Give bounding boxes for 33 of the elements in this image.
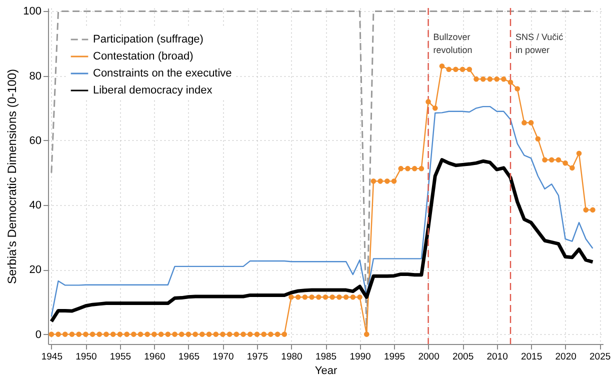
- line-series: [50, 158, 594, 324]
- ref-line-label: Bullzover revolution: [433, 32, 472, 55]
- x-tick-label: 1995: [384, 352, 406, 362]
- legend-label: Contestation (broad): [93, 50, 194, 62]
- x-axis-title: Year: [314, 365, 338, 377]
- legend-label: Participation (suffrage): [93, 34, 204, 46]
- line-series: [50, 106, 594, 318]
- x-tick-label: 2025: [590, 352, 611, 362]
- x-tick-label: 1980: [281, 352, 302, 362]
- y-tick-label: 40: [29, 200, 42, 212]
- x-tick-label: 1965: [178, 352, 200, 362]
- x-tick-label: 1945: [41, 352, 62, 362]
- x-tick-label: 1960: [144, 352, 166, 362]
- x-tick-label: 1950: [76, 352, 97, 362]
- x-tick-label: 2010: [486, 352, 508, 362]
- y-tick-label: 80: [29, 70, 42, 82]
- x-tick-label: 1975: [246, 352, 268, 362]
- legend-label: Constraints on the executive: [93, 68, 232, 80]
- x-tick-label: 1985: [315, 352, 337, 362]
- x-tick-label: 1970: [212, 352, 234, 362]
- x-tick-label: 2000: [418, 352, 440, 362]
- y-axis-title: Serbia's Democratic Dimensions (0-100): [5, 68, 20, 284]
- y-tick-label: 20: [29, 264, 42, 276]
- x-tick-label: 1990: [350, 352, 371, 362]
- x-tick-label: 2005: [452, 352, 474, 362]
- x-tick-label: 2020: [555, 352, 576, 362]
- x-tick-label: 1955: [110, 352, 132, 362]
- legend-label: Liberal democracy index: [93, 84, 213, 96]
- y-tick-label: 60: [29, 134, 42, 147]
- x-tick-label: 2015: [520, 352, 542, 362]
- y-tick-label: 0: [35, 328, 42, 341]
- y-tick-label: 100: [23, 6, 42, 18]
- ref-line-label: SNS / Vučić in power: [516, 32, 564, 55]
